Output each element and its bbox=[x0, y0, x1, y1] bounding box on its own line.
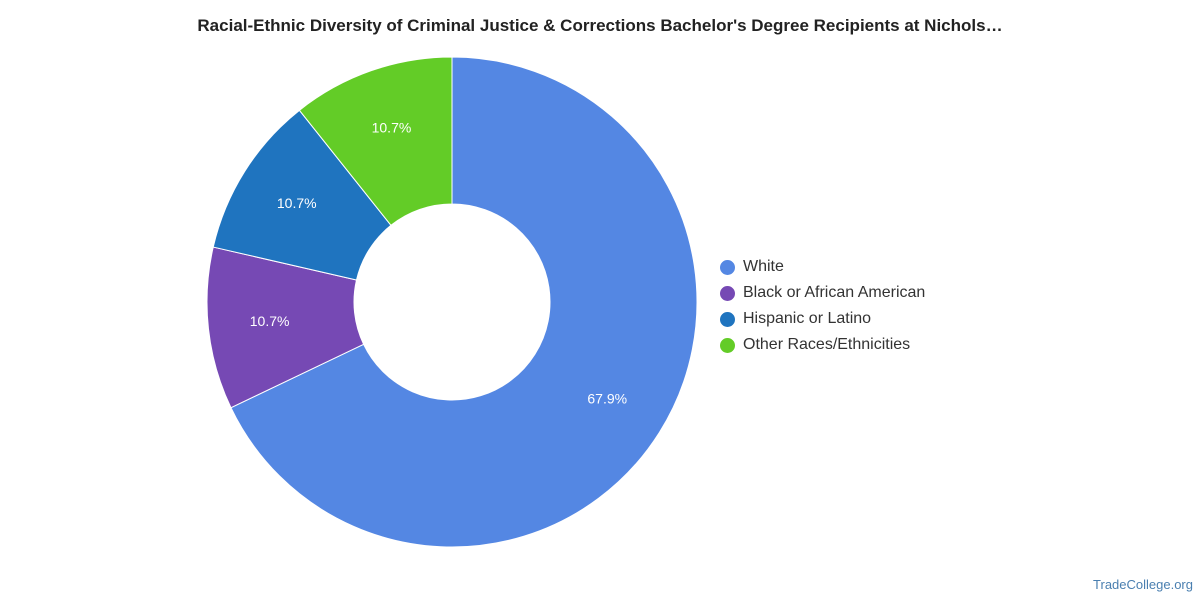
slice-label-black: 10.7% bbox=[250, 313, 290, 329]
legend-item-black[interactable]: Black or African American bbox=[720, 280, 925, 306]
legend-item-white[interactable]: White bbox=[720, 254, 925, 280]
legend-label-other: Other Races/Ethnicities bbox=[743, 336, 911, 353]
legend: White Black or African American Hispanic… bbox=[720, 254, 925, 358]
legend-item-hispanic[interactable]: Hispanic or Latino bbox=[720, 306, 925, 332]
labels-group: 67.9% 10.7% 10.7% 10.7% bbox=[250, 119, 627, 406]
legend-label-white: White bbox=[743, 258, 784, 275]
slice-label-white: 67.9% bbox=[587, 391, 627, 407]
slice-black[interactable] bbox=[206, 246, 365, 409]
legend-swatch-other bbox=[720, 337, 735, 353]
legend-swatch-black bbox=[720, 285, 735, 301]
watermark-link[interactable]: TradeCollege.org bbox=[1093, 577, 1193, 592]
legend-label-black: Black or African American bbox=[743, 284, 926, 301]
legend-swatch-white bbox=[720, 259, 735, 275]
legend-label-hispanic: Hispanic or Latino bbox=[743, 310, 872, 327]
slice-label-other: 10.7% bbox=[372, 119, 412, 135]
slice-hispanic[interactable] bbox=[212, 109, 392, 281]
slice-label-hispanic: 10.7% bbox=[277, 195, 317, 211]
slice-white[interactable] bbox=[230, 56, 698, 548]
slice-other[interactable] bbox=[298, 56, 453, 227]
slices-group bbox=[206, 56, 698, 548]
legend-swatch-hispanic bbox=[720, 311, 735, 327]
chart-title: Racial-Ethnic Diversity of Criminal Just… bbox=[197, 16, 1003, 35]
legend-item-other[interactable]: Other Races/Ethnicities bbox=[720, 332, 925, 358]
